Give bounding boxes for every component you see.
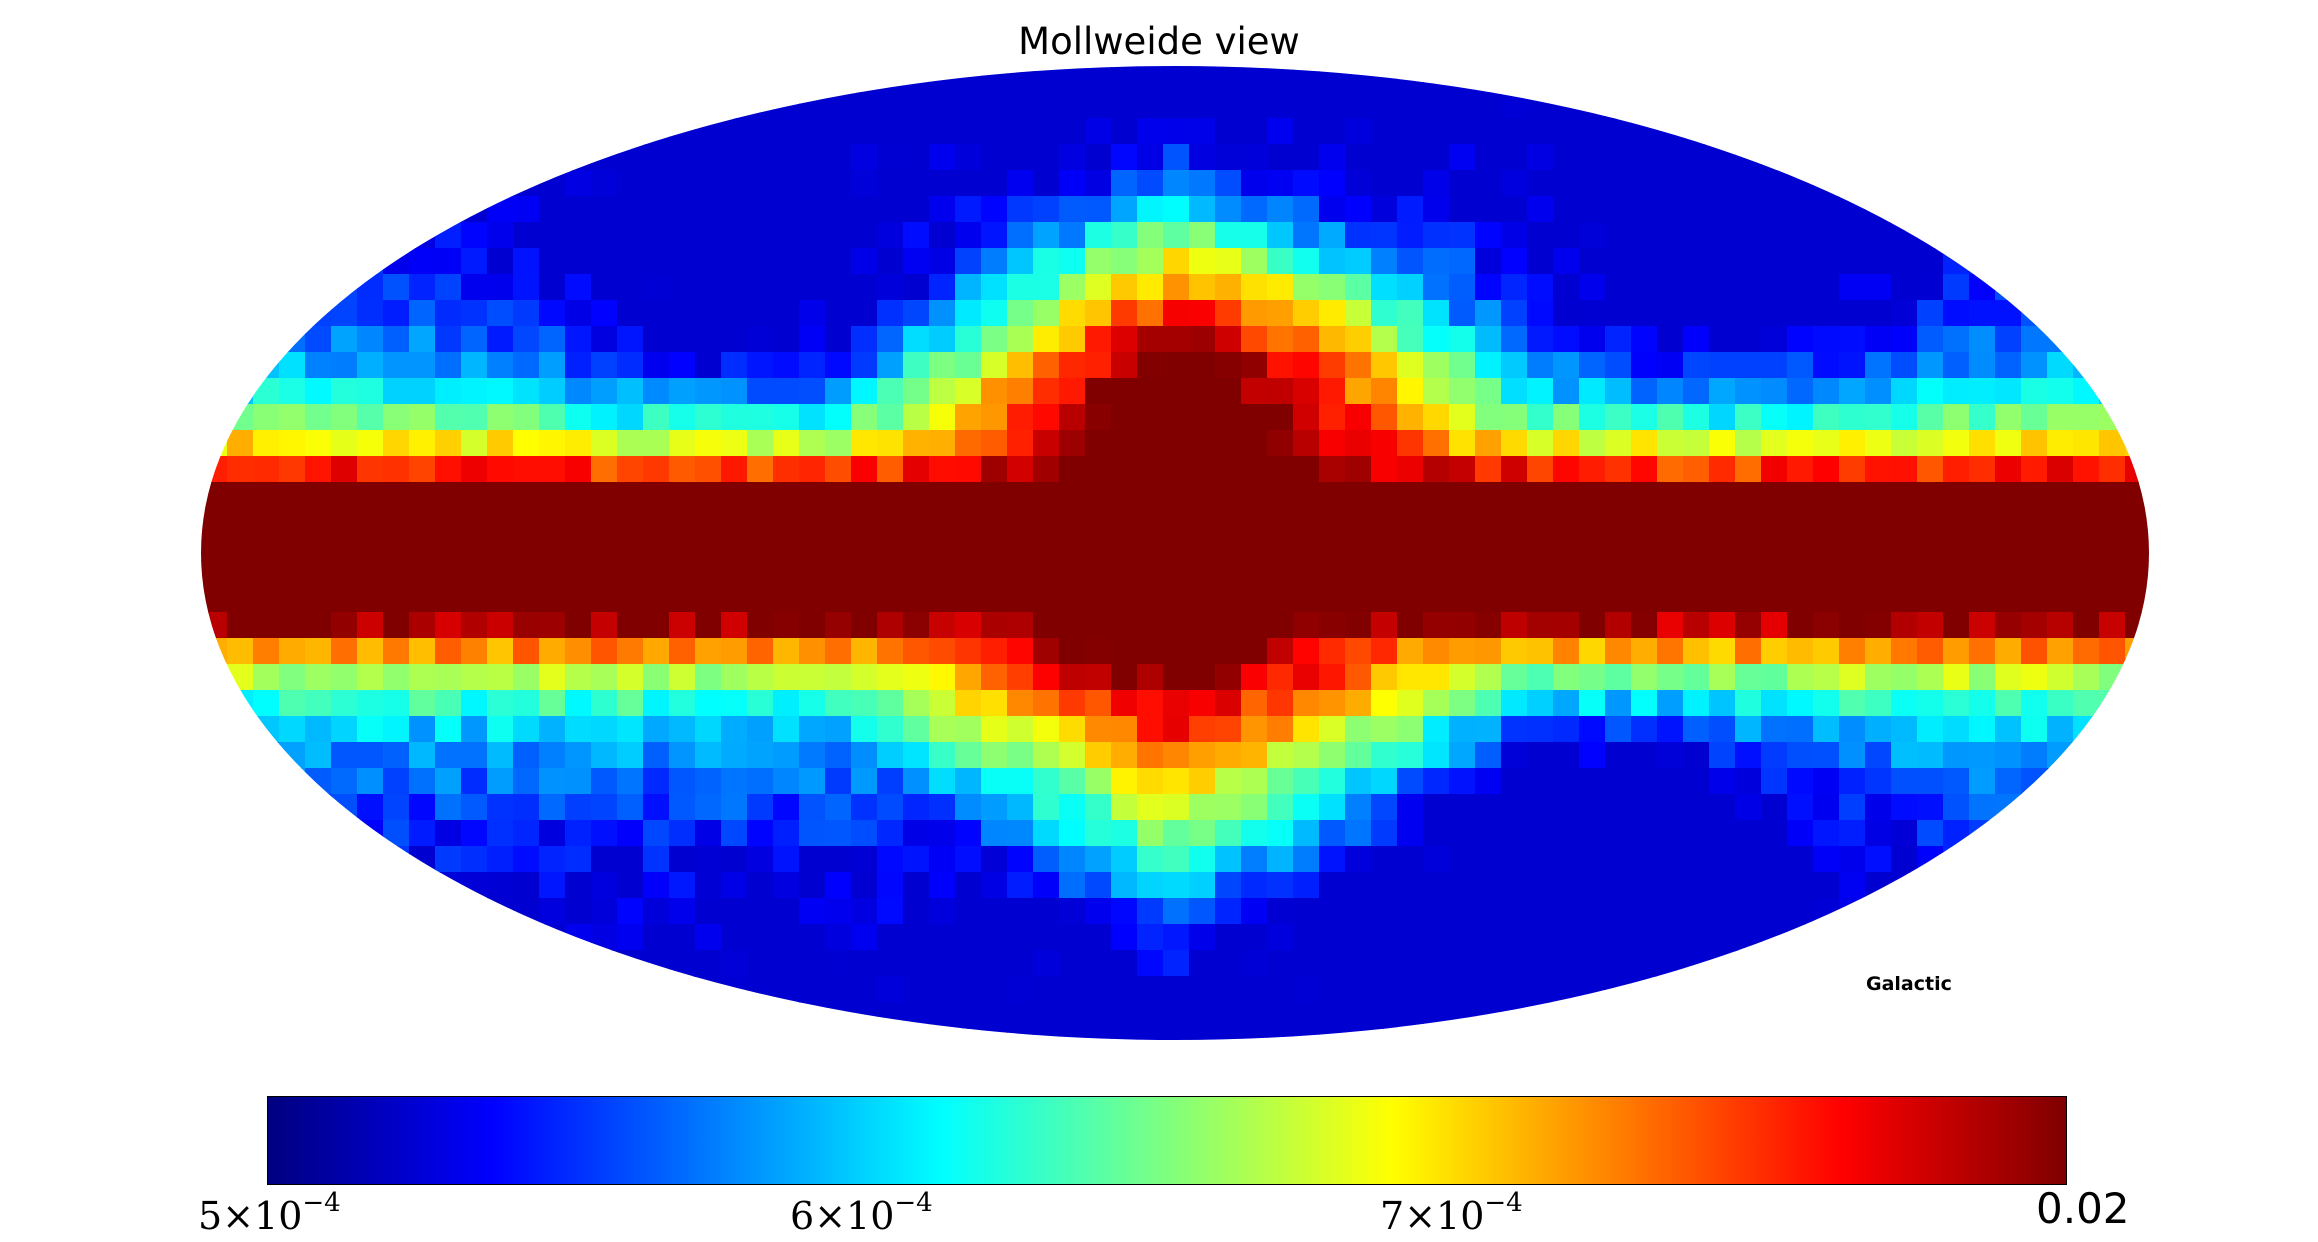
colorbar-tick-label-mid: 6×10−4 [790, 1188, 933, 1238]
colorbar-tick-label-min: 5×10−4 [198, 1188, 341, 1238]
colorbar [267, 1096, 2067, 1185]
colorbar-tick-label-upper: 7×10−4 [1380, 1188, 1523, 1238]
map-title: Mollweide view [1018, 20, 1300, 63]
colorbar-tick-label-max: 0.02 [2036, 1184, 2130, 1233]
map-pixel-grid [201, 66, 2149, 1040]
coordinate-system-label: Galactic [1866, 973, 1952, 995]
